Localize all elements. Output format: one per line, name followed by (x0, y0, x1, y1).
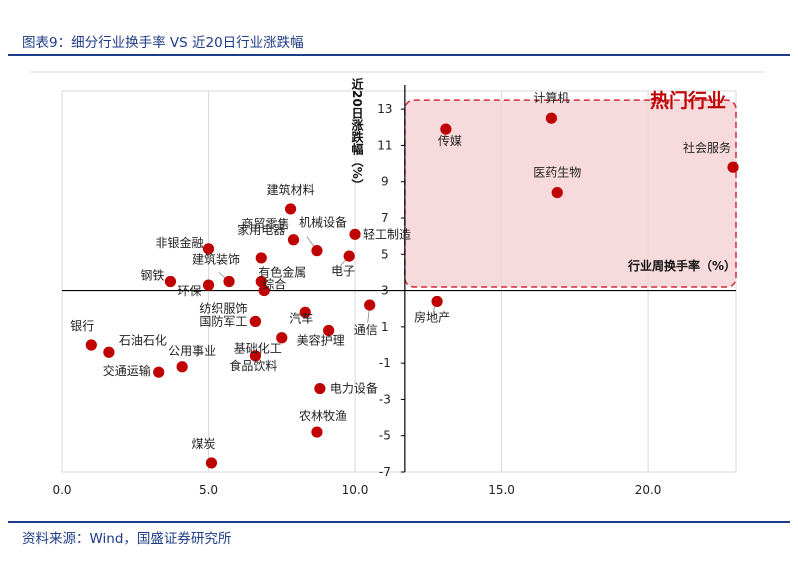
point-label: 有色金属 (258, 265, 306, 280)
point-label: 钢铁 (140, 269, 164, 283)
point-label: 建筑装饰 (192, 252, 240, 267)
scatter-point (314, 382, 326, 395)
y-tick-label: 5 (381, 247, 389, 261)
point-label: 电力设备 (330, 382, 378, 396)
scatter-point (364, 299, 376, 311)
scatter-point (440, 123, 452, 135)
point-label: 传媒 (438, 133, 462, 148)
point-label: 医药生物 (533, 166, 581, 180)
scatter-point (545, 112, 557, 124)
y-tick-label: 13 (377, 102, 392, 116)
scatter-point (431, 295, 443, 308)
scatter-point (258, 284, 270, 297)
scatter-point (343, 250, 355, 262)
scatter-point (205, 457, 218, 469)
scatter-point (202, 243, 215, 255)
point-label: 计算机 (533, 90, 569, 105)
scatter-point (276, 332, 288, 344)
scatter-point (85, 339, 97, 351)
scatter-point (176, 361, 188, 373)
point-label: 商贸零售 (241, 216, 289, 231)
point-label: 轻工制造 (363, 227, 411, 241)
point-label: 石油石化 (119, 333, 167, 347)
point-label: 基础化工 (234, 342, 282, 356)
point-label: 纺织服饰 (199, 301, 247, 315)
figure-title: 图表9：细分行业换手率 VS 近20日行业涨跌幅 (22, 35, 304, 51)
x-tick-label: 0.0 (52, 483, 71, 497)
point-label: 煤炭 (191, 437, 215, 451)
hot-industry-label: 热门行业 (650, 89, 726, 112)
scatter-point (284, 203, 297, 215)
top-rule (8, 54, 790, 56)
scatter-point (153, 366, 165, 378)
scatter-point (255, 252, 267, 264)
scatter-point (103, 346, 115, 358)
point-label: 机械设备 (299, 215, 347, 230)
y-tick-label: 1 (381, 320, 389, 334)
x-axis-title: 行业周换手率（%） (627, 258, 736, 273)
scatter-point (202, 279, 215, 291)
source-note: 资料来源：Wind，国盛证券研究所 (22, 531, 232, 547)
x-tick-label: 10.0 (342, 483, 369, 497)
scatter-point (299, 306, 311, 318)
point-label: 建筑材料 (267, 182, 315, 197)
scatter-point (287, 234, 300, 246)
points-layer (85, 112, 739, 469)
scatter-point (323, 324, 335, 337)
point-label: 汽车 (289, 310, 313, 325)
point-label: 通信 (354, 323, 378, 337)
scatter-point (249, 315, 262, 328)
y-tick-label: 11 (377, 138, 392, 152)
y-tick-label: 3 (381, 284, 389, 298)
y-tick-label: -1 (379, 356, 391, 370)
point-label: 家用电器 (237, 222, 285, 237)
scatter-point (311, 426, 323, 438)
point-label: 食品饮料 (229, 358, 277, 373)
scatter-point (164, 275, 177, 288)
scatter-point (223, 275, 235, 288)
y-tick-label: -5 (379, 429, 391, 443)
scatter-point (255, 275, 267, 288)
point-label: 公用事业 (168, 344, 216, 358)
scatter-point (349, 228, 361, 240)
y-tick-label: -3 (379, 392, 391, 406)
point-label: 房地产 (414, 309, 450, 324)
point-label: 交通运输 (103, 363, 151, 378)
point-label: 非银金融 (156, 235, 204, 250)
point-label: 社会服务 (683, 140, 731, 155)
scatter-point (311, 245, 323, 257)
point-label: 电子 (331, 264, 355, 278)
x-tick-label: 15.0 (488, 483, 515, 497)
y-tick-label: -7 (379, 465, 391, 479)
point-label: 美容护理 (297, 332, 345, 347)
bottom-rule (8, 521, 790, 523)
y-tick-label: 9 (381, 175, 389, 189)
scatter-point (551, 187, 563, 199)
point-label: 银行 (70, 319, 94, 333)
point-label: 国防军工 (199, 313, 247, 328)
point-label: 环保 (178, 284, 202, 298)
scatter-point (727, 161, 739, 173)
x-tick-label: 20.0 (635, 483, 662, 497)
point-label: 综合 (262, 277, 286, 292)
x-tick-label: 5.0 (199, 483, 218, 497)
y-axis-title: 近20日涨跌幅（%） (350, 77, 364, 191)
y-tick-label: 7 (381, 211, 389, 225)
scatter-point (249, 350, 262, 362)
point-label: 农林牧渔 (299, 409, 347, 423)
